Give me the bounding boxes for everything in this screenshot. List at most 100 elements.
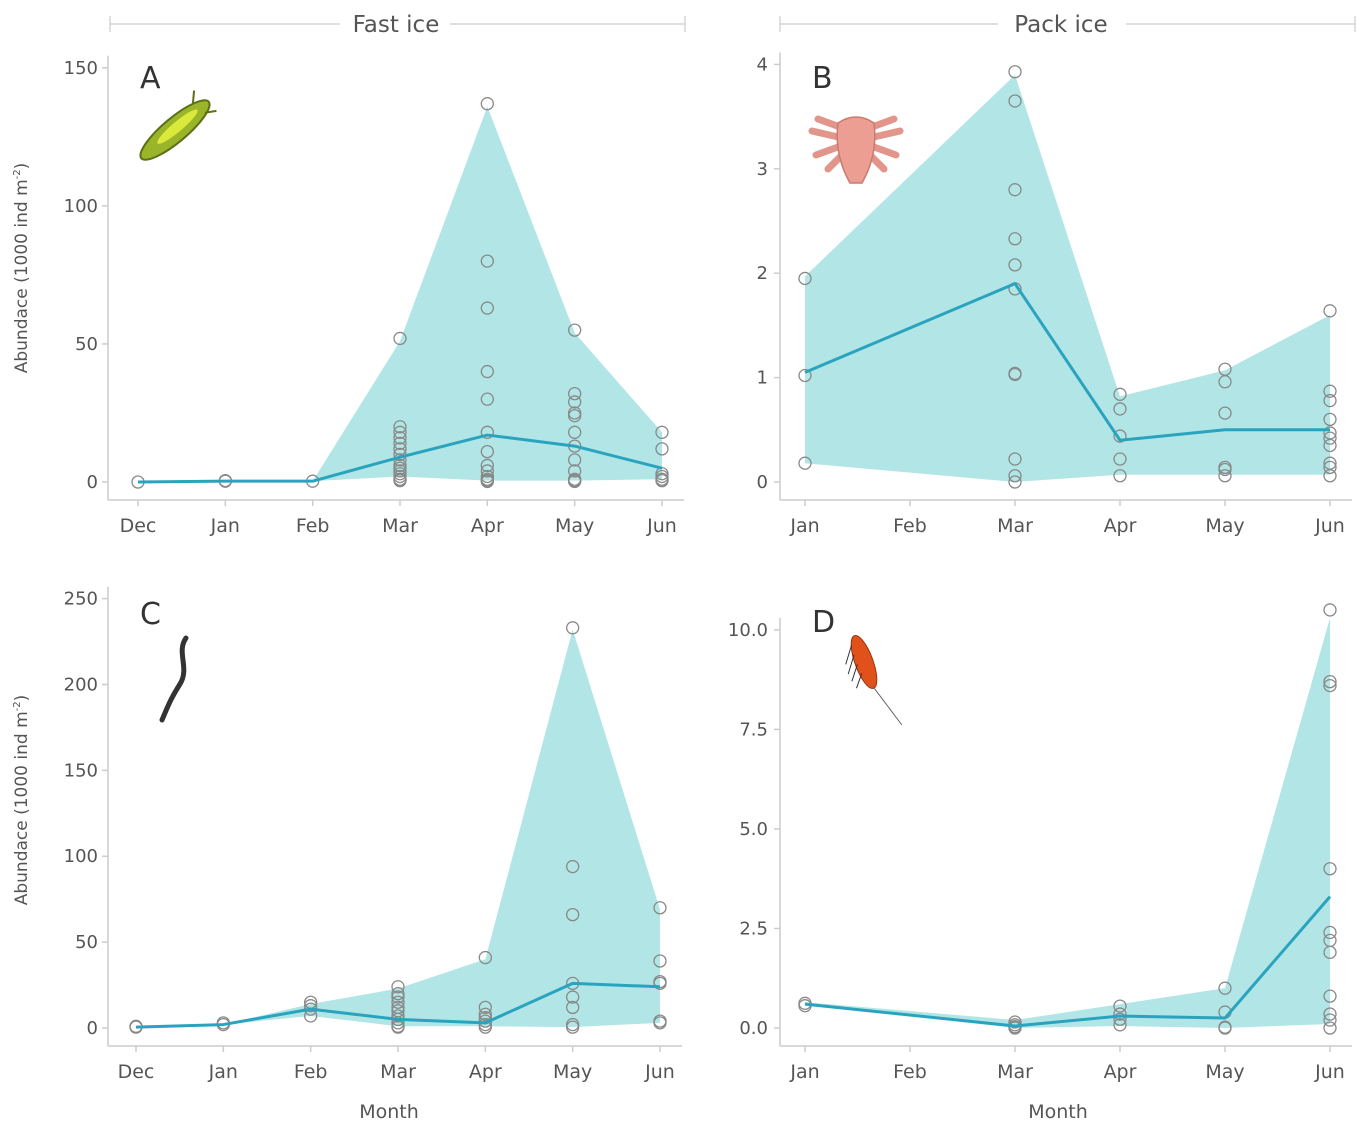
data-point: [1113, 469, 1127, 483]
y-tick-label: 250: [64, 589, 98, 610]
group-label-fast: Fast ice: [353, 12, 440, 38]
x-tick-label: Jan: [789, 515, 819, 537]
data-point: [1113, 1018, 1127, 1032]
data-point: [566, 621, 580, 635]
x-tick-label: Feb: [294, 1061, 328, 1083]
data-point: [478, 1020, 492, 1034]
data-point: [566, 907, 580, 922]
y-tick-label: 0.0: [739, 1018, 768, 1039]
x-tick-label: Feb: [893, 515, 927, 537]
x-axis-title-d: Month: [1028, 1101, 1088, 1122]
x-tick-label: Mar: [382, 515, 418, 537]
data-point: [1323, 989, 1337, 1003]
data-point: [1008, 1021, 1022, 1035]
data-point: [393, 431, 407, 445]
trend-line: [804, 895, 1332, 1028]
data-point: [1008, 475, 1022, 489]
data-point: [478, 950, 492, 965]
data-point: [478, 1000, 492, 1015]
trend-line: [804, 282, 1330, 442]
nematode-icon: [159, 635, 189, 723]
data-point: [1113, 1012, 1127, 1026]
copepod-icon: [845, 635, 903, 726]
data-point: [480, 254, 494, 268]
data-point: [655, 473, 669, 488]
panel-d: 0.0 2.5 5.0 7.5 10.0 Jan Feb Mar Apr May Jun D: [728, 603, 1352, 1083]
data-point: [1323, 1013, 1337, 1027]
x-tick-label: May: [1205, 515, 1244, 537]
data-point: [1113, 429, 1127, 443]
x-tick-label: Feb: [893, 1061, 927, 1083]
x-tick-label: Jun: [644, 1061, 675, 1083]
data-point: [1008, 367, 1022, 382]
data-point: [1323, 1007, 1337, 1021]
y-tick-label: 4: [757, 54, 768, 75]
data-point: [391, 980, 405, 994]
panel-b: 0 1 2 3 4 Jan Feb Mar Apr May Jun B: [757, 52, 1352, 537]
y-tick-label: 2: [757, 263, 768, 284]
data-point: [655, 442, 669, 456]
x-tick-label: Jun: [1314, 515, 1345, 537]
y-tick-label: 0: [87, 472, 98, 493]
data-point: [478, 1007, 492, 1021]
data-point: [393, 331, 407, 346]
group-header-pack: Pack ice: [779, 12, 1356, 38]
y-tick-label: 150: [64, 760, 98, 781]
data-point: [566, 1020, 580, 1034]
y-tick-label: 150: [64, 58, 98, 79]
data-point: [1323, 393, 1337, 408]
data-point: [1323, 603, 1337, 617]
data-point: [393, 473, 407, 488]
data-point: [480, 464, 494, 478]
group-label-pack: Pack ice: [1014, 12, 1107, 38]
x-tick-label: Jan: [208, 1061, 238, 1083]
data-point: [568, 464, 582, 478]
data-point: [391, 1016, 405, 1030]
data-point: [1323, 438, 1337, 453]
data-point: [480, 444, 494, 459]
trend-line: [137, 433, 663, 484]
data-point: [391, 995, 405, 1009]
x-tick-label: Jun: [646, 515, 677, 537]
data-point: [568, 323, 582, 337]
data-point: [1323, 674, 1337, 689]
data-point: [480, 425, 494, 439]
data-point: [566, 859, 580, 874]
data-point: [1008, 94, 1022, 108]
x-tick-label: Dec: [120, 515, 157, 537]
y-tick-label: 50: [75, 334, 98, 355]
mite-icon: [808, 115, 904, 184]
data-point: [655, 425, 669, 439]
x-tick-label: Apr: [1104, 1061, 1137, 1083]
data-point: [1323, 925, 1337, 940]
panel-a: 0 50 100 150 Dec Jan Feb Mar Apr May Jun A: [64, 55, 684, 537]
data-point: [1323, 384, 1337, 398]
data-point: [393, 420, 407, 434]
data-point: [1323, 945, 1337, 960]
data-point: [1323, 469, 1337, 483]
range-band: [805, 617, 1330, 1028]
data-point: [568, 453, 582, 467]
data-point: [1008, 258, 1022, 272]
panel-letter: B: [812, 61, 833, 96]
y-tick-label: 0: [87, 1018, 98, 1039]
panel-letter: A: [140, 61, 161, 96]
data-point: [1218, 1021, 1232, 1035]
panel-letter: D: [812, 605, 835, 640]
x-tick-label: Apr: [469, 1061, 502, 1083]
data-point: [1008, 232, 1022, 246]
x-tick-label: Apr: [471, 515, 504, 537]
data-point: [1113, 387, 1127, 401]
data-point: [393, 442, 407, 456]
data-point: [1008, 65, 1022, 79]
data-point: [1323, 1021, 1337, 1035]
trend-line: [135, 981, 661, 1029]
data-point: [480, 474, 494, 489]
data-point: [568, 425, 582, 439]
data-point: [1323, 431, 1337, 445]
panel-c: 0 50 100 150 200 250 Dec Jan Feb Mar Apr May Jun C: [64, 586, 682, 1083]
y-tick-label: 200: [64, 674, 98, 695]
x-tick-label: Jan: [789, 1061, 819, 1083]
x-tick-label: May: [1205, 1061, 1244, 1083]
